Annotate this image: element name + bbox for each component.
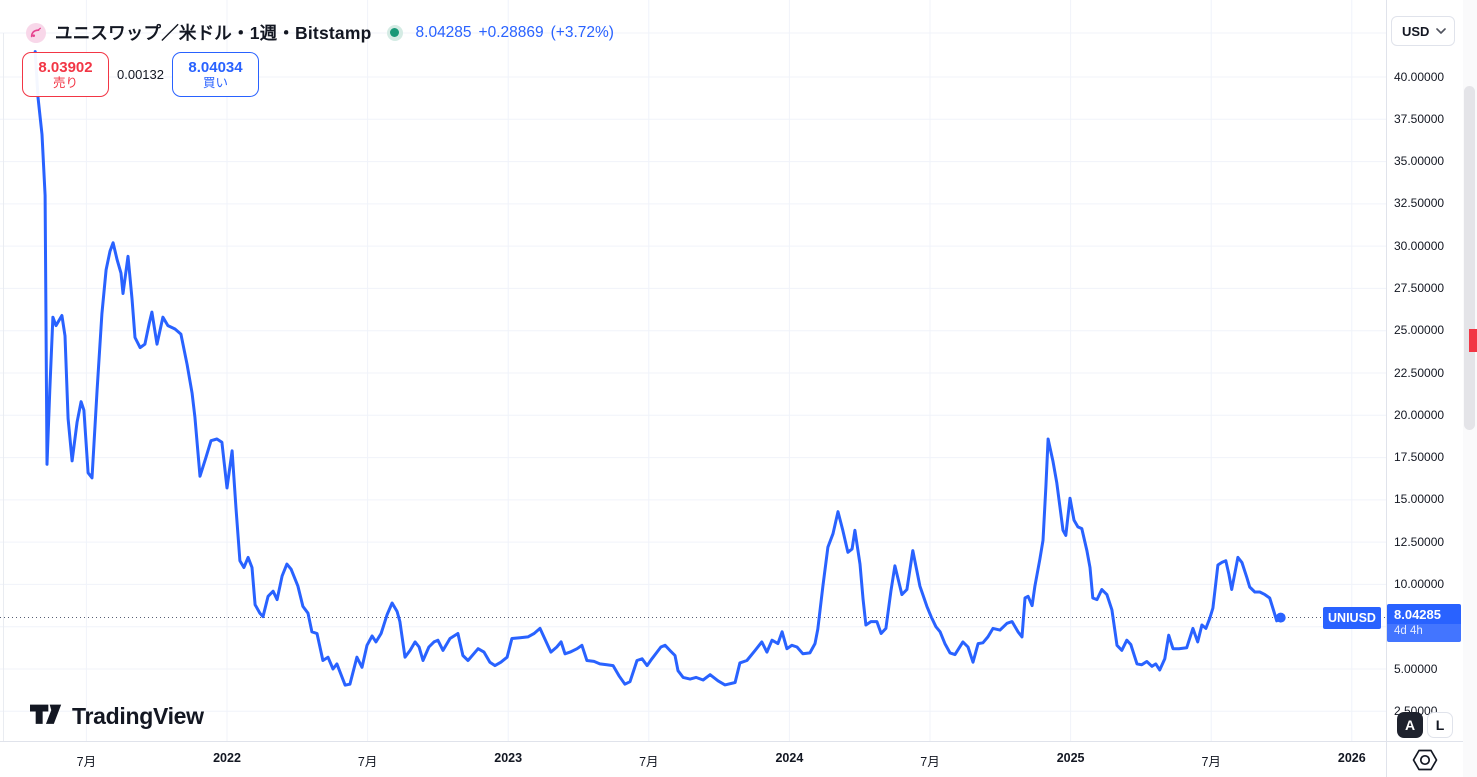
price-tick-label: 32.50000: [1394, 196, 1445, 211]
price-tick-label: 30.00000: [1394, 238, 1445, 253]
price-tick-label: 12.50000: [1394, 534, 1445, 549]
currency-dropdown[interactable]: USD: [1391, 16, 1455, 46]
time-tick-label: 2025: [1056, 751, 1085, 765]
legend-price-line: 8.04285 +0.28869 (+3.72%): [416, 24, 614, 42]
price-tick-label: 37.50000: [1394, 111, 1445, 126]
time-tick-label: 7月: [920, 755, 940, 769]
buy-button[interactable]: 8.04034 買い: [172, 52, 259, 97]
price-tick-label: 17.50000: [1394, 450, 1445, 465]
time-tick-label: 2023: [494, 751, 523, 765]
time-tick-label: 7月: [639, 755, 659, 769]
market-open-icon: [386, 24, 403, 41]
time-tick-label: 2022: [213, 751, 241, 765]
price-tick-label: 22.50000: [1394, 365, 1445, 380]
price-tick-label: 20.00000: [1394, 407, 1445, 422]
chevron-down-icon: [1436, 28, 1446, 34]
auto-scale-button[interactable]: A: [1397, 712, 1423, 738]
tradingview-mark-icon: [30, 704, 62, 724]
price-tick-label: 27.50000: [1394, 280, 1445, 295]
price-tick-label: 35.00000: [1394, 154, 1445, 169]
last-price-value: 8.04285: [1394, 606, 1441, 622]
legend-change-pct: (+3.72%): [550, 23, 614, 41]
time-tick-label: 2026: [1337, 751, 1366, 765]
time-tick-label: 7月: [357, 755, 378, 769]
price-tick-label: 40.00000: [1394, 69, 1445, 84]
price-tick-label: 10.00000: [1394, 576, 1445, 591]
price-chart-canvas[interactable]: [0, 0, 1386, 741]
symbol-title[interactable]: ユニスワップ／米ドル・1週・Bitstamp: [55, 23, 372, 43]
bar-countdown: 4d 4h: [1387, 624, 1461, 642]
buy-label: 買い: [202, 75, 228, 90]
symbol-legend: ユニスワップ／米ドル・1週・Bitstamp 8.04285 +0.28869 …: [26, 20, 614, 45]
log-scale-button[interactable]: L: [1427, 712, 1453, 738]
last-price-axis-label: 8.04285 4d 4h: [1387, 603, 1461, 642]
legend-last-price: 8.04285: [415, 23, 472, 41]
scrollbar-thumb[interactable]: [1464, 86, 1475, 430]
uniswap-logo-icon: [26, 22, 46, 43]
tradingview-logo[interactable]: TradingView: [30, 703, 204, 730]
time-axis[interactable]: 7月 2022 7月 2023 7月 2024 7月 2025 7月 2026: [0, 741, 1462, 777]
price-tick-label: 5.00000: [1394, 661, 1438, 676]
buy-price: 8.04034: [188, 58, 243, 76]
tradingview-brand-text: TradingView: [72, 703, 204, 729]
buy-sell-panel: 8.03902 売り 0.00132 8.04034 買い: [22, 52, 259, 97]
sell-button[interactable]: 8.03902 売り: [22, 52, 109, 97]
time-tick-label: 7月: [76, 755, 97, 769]
scrollbar-red-marker: [1469, 329, 1477, 352]
time-tick-label: 2024: [775, 751, 804, 765]
price-tick-label: 25.00000: [1394, 323, 1445, 338]
legend-change: +0.28869: [478, 23, 544, 41]
left-pane-border: [3, 33, 4, 777]
eye-hexagon-icon[interactable]: [1411, 748, 1439, 772]
price-tick-label: 15.00000: [1394, 492, 1445, 507]
series-name-label: UNIUSD: [1323, 606, 1381, 629]
spread-value: 0.00132: [117, 67, 164, 82]
currency-dropdown-value: USD: [1402, 23, 1430, 39]
sell-label: 売り: [52, 75, 78, 90]
scale-mode-buttons: A L: [1397, 712, 1453, 738]
sell-price: 8.03902: [38, 58, 93, 76]
time-tick-label: 7月: [1201, 755, 1221, 769]
axis-corner: [1386, 741, 1463, 777]
